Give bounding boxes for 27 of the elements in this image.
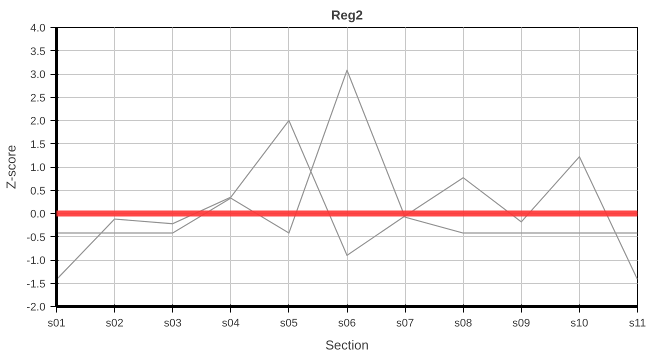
y-tick-label: 0.0 bbox=[30, 208, 46, 220]
y-tick-label: 1.0 bbox=[30, 162, 46, 174]
y-axis-title: Z-score bbox=[4, 144, 19, 190]
y-tick-label: 3.5 bbox=[30, 46, 46, 58]
x-tick-label: s10 bbox=[570, 318, 588, 330]
x-tick-label: s03 bbox=[164, 318, 182, 330]
y-tick-label: 4.0 bbox=[30, 22, 46, 34]
x-tick-label: s08 bbox=[454, 318, 472, 330]
y-tick-label: 3.0 bbox=[30, 69, 46, 81]
x-tick-label: s04 bbox=[222, 318, 240, 330]
x-tick-label: s11 bbox=[629, 318, 646, 330]
x-tick-label: s05 bbox=[280, 318, 298, 330]
x-tick-label: s07 bbox=[396, 318, 414, 330]
y-tick-label: -2.0 bbox=[26, 302, 46, 314]
x-tick-label: s02 bbox=[106, 318, 124, 330]
y-tick-label: 2.5 bbox=[30, 92, 46, 104]
y-tick-label: -1.5 bbox=[26, 278, 46, 290]
x-tick-label: s09 bbox=[512, 318, 530, 330]
chart-title: Reg2 bbox=[331, 8, 363, 22]
x-tick-label: s06 bbox=[338, 318, 356, 330]
y-tick-label: 0.5 bbox=[30, 185, 46, 198]
x-tick-label: s01 bbox=[48, 318, 66, 330]
y-tick-label: 2.0 bbox=[30, 116, 46, 128]
y-tick-label: -0.5 bbox=[26, 232, 46, 244]
x-axis-title: Section bbox=[325, 338, 369, 352]
y-tick-label: 1.5 bbox=[30, 138, 46, 151]
y-tick-label: -1.0 bbox=[26, 255, 46, 267]
